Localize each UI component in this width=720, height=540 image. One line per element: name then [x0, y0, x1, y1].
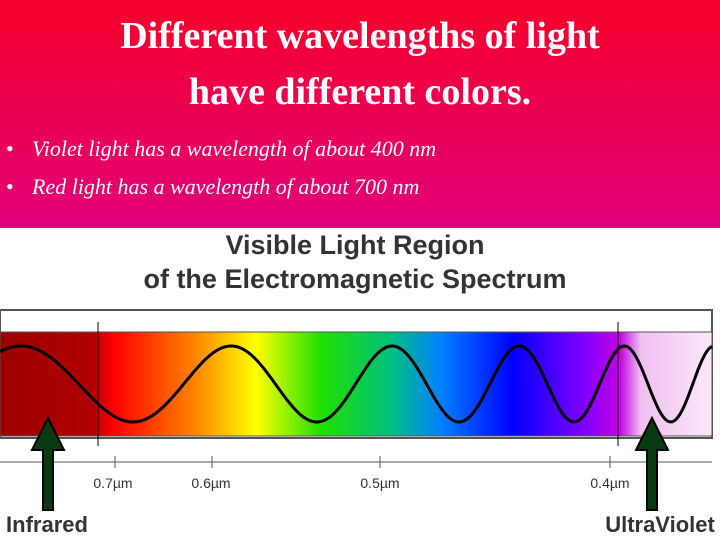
arrow [634, 415, 670, 511]
spectrum-figure: Visible Light Region of the Electromagne… [0, 230, 715, 537]
scale-label: 0.4µm [590, 475, 629, 491]
figure-title: Visible Light Region [225, 230, 484, 260]
wave [0, 344, 713, 424]
title-line: Different wavelengths of light [120, 15, 600, 57]
scale-label: 0.7µm [93, 475, 132, 491]
arrow-label: Infrared [6, 512, 88, 537]
bullet: Violet light has a wavelength of about 4… [6, 136, 436, 162]
title-line: have different colors. [188, 71, 532, 113]
scale-label: 0.5µm [360, 475, 399, 491]
arrow-label: UltraViolet [605, 512, 715, 537]
scale-label: 0.6µm [191, 475, 230, 491]
scale-ticks [114, 456, 611, 468]
arrow [30, 415, 66, 511]
bullet: Red light has a wavelength of about 700 … [6, 174, 419, 200]
figure-title: of the Electromagnetic Spectrum [143, 264, 566, 294]
